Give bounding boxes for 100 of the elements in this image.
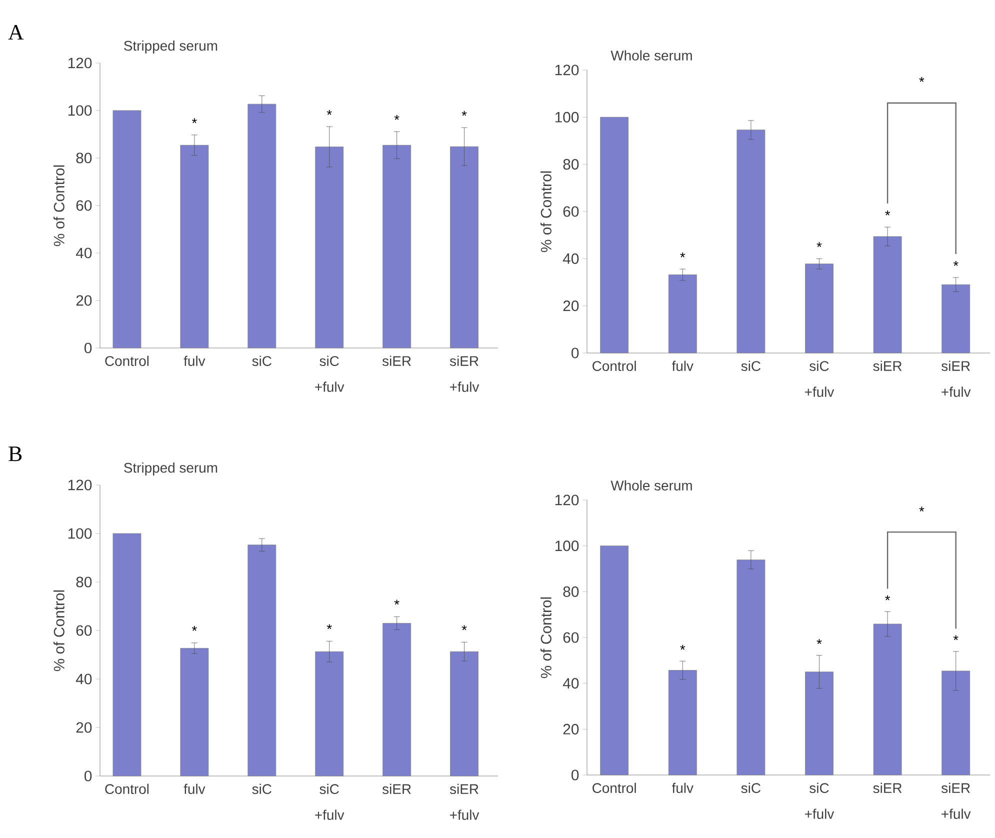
- y-tick-label: 60: [76, 200, 92, 211]
- bar: [450, 146, 478, 348]
- y-tick-label: 40: [562, 678, 579, 689]
- x-tick-label: siC: [252, 356, 272, 366]
- bar: [805, 264, 834, 354]
- x-tick-label: fulv: [672, 360, 694, 372]
- bar: [736, 130, 766, 354]
- annotation: *: [394, 600, 400, 605]
- y-axis-title: % of Control: [540, 171, 552, 252]
- y-axis-title: % of Control: [53, 165, 64, 246]
- annotation: *: [462, 625, 467, 630]
- y-tick-label: 100: [68, 528, 92, 539]
- x-tick-label: siC +fulv: [315, 784, 344, 820]
- x-tick-label: siER: [873, 360, 902, 372]
- y-tick-label: 100: [68, 105, 92, 116]
- annotation: *: [326, 624, 332, 630]
- bar: [668, 670, 697, 776]
- y-tick-label: 20: [76, 722, 92, 733]
- y-tick-label: 0: [84, 342, 92, 354]
- y-tick-label: 20: [563, 300, 579, 312]
- annotation: *: [919, 506, 924, 512]
- text: B: [8, 446, 22, 462]
- bar: [450, 651, 478, 776]
- annotation: *: [192, 626, 197, 631]
- bar: [736, 560, 766, 776]
- y-tick-label: 120: [555, 494, 579, 506]
- x-tick-label: Control: [105, 356, 149, 366]
- x-tick-label: siC +fulv: [805, 782, 834, 819]
- annotation: *: [192, 118, 197, 124]
- annotation: *: [816, 639, 822, 644]
- annotation: *: [462, 110, 467, 116]
- y-tick-label: 100: [555, 540, 579, 552]
- bar: [942, 670, 970, 776]
- annotation: *: [885, 595, 890, 600]
- chart-title: Whole serum: [610, 50, 692, 60]
- y-tick-label: 20: [563, 724, 579, 734]
- bar: [942, 284, 970, 354]
- bar: [668, 274, 697, 354]
- x-tick-label: siC +fulv: [805, 360, 834, 397]
- y-tick-label: 120: [68, 58, 92, 68]
- y-axis-title: % of Control: [540, 597, 552, 678]
- x-tick-label: fulv: [184, 356, 206, 366]
- chart-title: Whole serum: [610, 480, 692, 491]
- annotation: *: [680, 252, 686, 258]
- bar: [180, 648, 209, 776]
- y-tick-label: 80: [76, 152, 92, 164]
- y-tick-label: 0: [572, 348, 579, 358]
- bar: [315, 651, 344, 776]
- y-tick-label: 120: [68, 480, 92, 490]
- annotation: *: [953, 260, 958, 266]
- y-tick-label: 60: [563, 632, 579, 643]
- bar: [315, 146, 344, 348]
- annotation: *: [680, 644, 686, 650]
- x-tick-label: siER +fulv: [450, 784, 480, 820]
- annotation: *: [919, 76, 924, 82]
- y-tick-label: 80: [563, 586, 579, 597]
- x-tick-label: siER: [382, 784, 411, 794]
- annotation: *: [816, 242, 822, 247]
- y-tick-label: 40: [76, 248, 92, 258]
- bar: [180, 144, 209, 348]
- x-tick-label: Control: [592, 782, 636, 794]
- x-tick-label: siC: [741, 360, 760, 372]
- x-tick-label: Control: [592, 360, 636, 372]
- x-tick-label: fulv: [672, 782, 694, 794]
- annotation: *: [326, 110, 332, 115]
- y-tick-label: 60: [563, 206, 579, 217]
- bar: [382, 623, 412, 776]
- text: A: [8, 25, 24, 40]
- annotation: *: [885, 210, 890, 216]
- x-tick-label: Control: [105, 784, 149, 794]
- annotation: *: [953, 635, 958, 640]
- bar: [248, 104, 276, 348]
- y-tick-label: 80: [563, 159, 579, 170]
- bar: [248, 544, 276, 776]
- y-tick-label: 120: [555, 64, 579, 76]
- y-axis-title: % of Control: [53, 590, 64, 672]
- bar: [600, 116, 629, 354]
- y-tick-label: 0: [572, 770, 579, 780]
- bar: [112, 110, 142, 348]
- x-tick-label: siER +fulv: [450, 356, 480, 392]
- chart-title: Stripped serum: [124, 462, 218, 476]
- bar: [873, 236, 902, 354]
- y-tick-label: 80: [76, 576, 92, 588]
- y-tick-label: 100: [555, 112, 579, 122]
- bar: [873, 624, 902, 776]
- y-tick-label: 20: [76, 295, 92, 306]
- bar: [382, 144, 412, 348]
- x-tick-label: siER +fulv: [942, 360, 971, 397]
- chart-title: Stripped serum: [124, 40, 218, 54]
- y-tick-label: 40: [76, 674, 92, 684]
- x-tick-label: fulv: [184, 784, 206, 794]
- bar: [805, 672, 834, 776]
- y-tick-label: 0: [84, 770, 92, 782]
- x-tick-label: siER +fulv: [942, 782, 971, 819]
- bar: [600, 546, 629, 776]
- x-tick-label: siC: [741, 782, 760, 794]
- y-tick-label: 60: [76, 625, 92, 636]
- x-tick-label: siER: [382, 356, 411, 366]
- x-tick-label: siER: [873, 782, 902, 794]
- x-tick-label: siC +fulv: [315, 356, 344, 392]
